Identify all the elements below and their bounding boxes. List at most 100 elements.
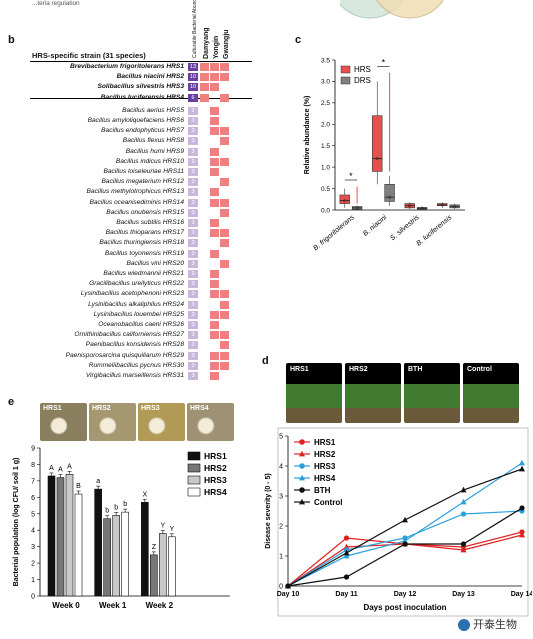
e-bar (47, 475, 56, 597)
presence-cell (200, 311, 209, 319)
e-ytick-label: 6 (31, 495, 35, 502)
c-legend-swatch (340, 65, 351, 74)
presence-cell (220, 93, 229, 102)
e-bar (74, 493, 83, 597)
panel-e-letter: e (8, 396, 15, 408)
presence-cell (200, 280, 209, 288)
panel-c-chart: 0.0 0.5 1.0 1.5 2.0 2.5 3.0 3.5 Relative abundan… (304, 57, 465, 252)
panel-b-col-header: Gwangju (223, 29, 230, 59)
panel-b-title: HRS-specific strain (31 species) (32, 51, 146, 60)
e-category-label: Week 1 (99, 601, 127, 610)
d-marker (519, 531, 525, 538)
e-bar (112, 515, 120, 597)
c-point (355, 206, 359, 210)
presence-cell (220, 127, 229, 136)
d-legend-marker (299, 450, 305, 457)
presence-cell (210, 63, 219, 71)
d-legend-label: Control (314, 498, 342, 507)
abundance-cell: 3 (188, 341, 198, 350)
c-ytick-label: 0.0 (321, 207, 330, 214)
d-xlabel: Days post inoculation (363, 603, 446, 612)
e-ytick-label: 4 (31, 528, 35, 535)
e-bar (103, 518, 111, 597)
strain-label: Bacillus amyloliquefaciens HRS6 (87, 117, 184, 124)
d-marker (460, 541, 467, 547)
e-bar (56, 477, 65, 597)
presence-cell (210, 198, 219, 207)
presence-cell (200, 168, 209, 176)
abundance-cell: 3 (188, 229, 198, 238)
presence-cell (220, 250, 229, 258)
d-xtick-label: Day 12 (394, 591, 417, 598)
abundance-cell: 3 (188, 372, 198, 380)
plant-photo: BTH (404, 363, 460, 423)
presence-cell (220, 259, 229, 268)
d-legend-label: HRS2 (314, 450, 336, 459)
presence-cell (210, 290, 219, 299)
c-ytick-label: 2.5 (321, 100, 330, 107)
e-sig-letter: a (96, 478, 100, 485)
abundance-cell: 3 (188, 351, 198, 360)
abundance-cell: 13 (188, 63, 198, 71)
presence-cell (210, 260, 219, 268)
d-legend-label: HRS3 (314, 462, 336, 471)
d-marker (343, 549, 350, 556)
c-ytick-label: 2.0 (321, 122, 330, 129)
abundance-cell: 3 (188, 106, 198, 115)
d-ytick-label: 5 (279, 434, 283, 441)
colony-photo-label: HRS3 (141, 405, 160, 412)
e-ytick-label: 1 (31, 577, 35, 584)
d-marker (343, 535, 350, 541)
presence-cell (220, 157, 229, 166)
presence-cell (210, 239, 219, 247)
d-ytick-label: 4 (279, 464, 283, 471)
e-ylabel: Bacterial population (log CFU/ soil 1 g) (13, 458, 20, 587)
strain-label: Ornithinibacillus californiensis HRS27 (74, 331, 184, 339)
presence-cell (220, 300, 229, 309)
abundance-cell: 3 (188, 249, 198, 258)
presence-cell (200, 229, 209, 237)
presence-cell (220, 188, 229, 196)
presence-cell (200, 209, 209, 217)
panel-b-col-header: Culturable Bacterial Abundance (%) (192, 0, 198, 58)
abundance-cell: 3 (188, 290, 198, 299)
presence-cell (210, 209, 219, 217)
abundance-cell: 3 (188, 219, 198, 227)
presence-cell (210, 249, 219, 258)
e-sig-letter: Y (169, 526, 174, 533)
c-ytick-label: 0.5 (321, 186, 330, 193)
strain-label: Bacillus wiedmannii HRS21 (103, 270, 184, 277)
presence-cell (210, 83, 219, 92)
c-box (372, 115, 383, 172)
e-bar (150, 554, 158, 597)
presence-cell (220, 239, 229, 248)
panel-d-letter: d (262, 355, 269, 367)
d-marker (460, 511, 467, 517)
abundance-cell: 3 (188, 168, 198, 176)
presence-cell (200, 73, 209, 82)
e-legend-label: HRS4 (204, 487, 227, 497)
abundance-cell: 3 (188, 331, 198, 340)
e-bar (65, 474, 74, 597)
colony-photo-label: HRS1 (43, 405, 62, 412)
plant-photo-label: BTH (408, 366, 423, 373)
panel-b-col-header: Damyang (203, 27, 210, 59)
presence-cell (220, 310, 229, 319)
e-ytick-label: 5 (31, 511, 35, 518)
d-ytick-label: 2 (279, 524, 283, 531)
e-sig-letter: A (49, 465, 54, 472)
presence-cell (220, 341, 229, 350)
c-point (453, 205, 457, 209)
e-ytick-label: 8 (31, 462, 35, 469)
strain-label: Lysinibacillus louembei HRS25 (93, 310, 184, 318)
abundance-cell: 6 (188, 93, 198, 102)
presence-cell (210, 310, 219, 319)
e-legend-label: HRS3 (204, 475, 227, 485)
presence-cell (200, 239, 209, 247)
strain-label: Bacillus endophyticus HRS7 (101, 127, 184, 135)
e-sig-letter: A (67, 463, 72, 470)
e-bar (121, 511, 129, 597)
abundance-cell: 3 (188, 198, 198, 207)
abundance-cell: 3 (188, 280, 198, 289)
abundance-cell: 10 (188, 83, 198, 92)
